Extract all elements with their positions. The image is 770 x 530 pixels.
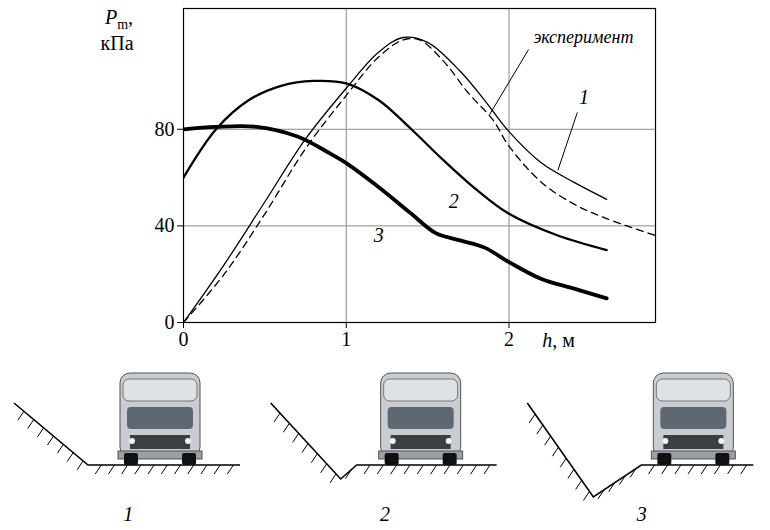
svg-text:2: 2 <box>504 328 514 350</box>
svg-text:Pm,: Pm, <box>104 6 133 32</box>
svg-text:1: 1 <box>341 328 351 350</box>
svg-text:2: 2 <box>449 190 459 212</box>
svg-text:3: 3 <box>636 503 647 525</box>
svg-text:3: 3 <box>373 224 384 246</box>
svg-text:40: 40 <box>155 214 175 236</box>
svg-text:0: 0 <box>179 328 189 350</box>
svg-text:0: 0 <box>165 311 175 333</box>
svg-text:1: 1 <box>579 86 589 108</box>
svg-text:1: 1 <box>123 503 133 525</box>
svg-text:кПа: кПа <box>100 32 133 54</box>
svg-text:h, м: h, м <box>542 329 575 351</box>
svg-text:2: 2 <box>380 503 390 525</box>
svg-text:эксперимент: эксперимент <box>533 27 633 47</box>
svg-text:80: 80 <box>155 118 175 140</box>
